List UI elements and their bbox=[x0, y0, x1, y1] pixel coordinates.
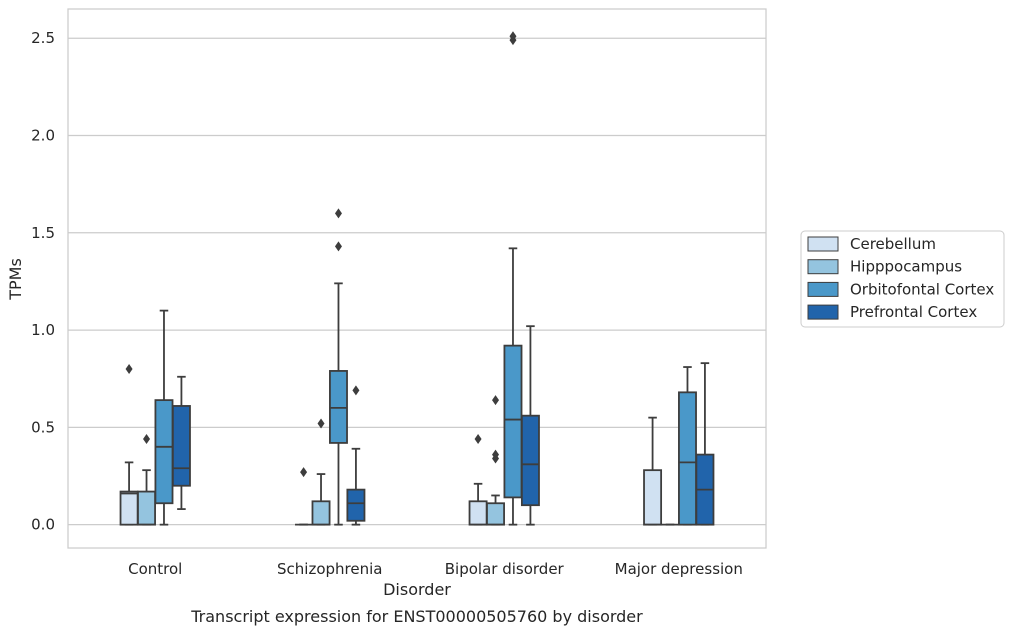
box-2-2 bbox=[503, 31, 523, 526]
outlier-point bbox=[492, 395, 500, 406]
legend-swatch bbox=[807, 236, 839, 252]
box-3-0 bbox=[171, 375, 191, 510]
box-iqr bbox=[171, 405, 191, 487]
box-iqr bbox=[520, 414, 540, 507]
y-tick-label: 2.0 bbox=[31, 126, 55, 144]
y-axis-title: TPMs bbox=[6, 258, 25, 301]
y-tick-label: 1.5 bbox=[31, 224, 55, 242]
outlier-point bbox=[334, 241, 342, 252]
box-iqr bbox=[329, 370, 348, 444]
outlier-point bbox=[352, 385, 360, 396]
outlier-point bbox=[317, 418, 325, 429]
x-tick-label: Major depression bbox=[615, 560, 743, 578]
box-0-3 bbox=[643, 416, 663, 526]
legend-frame bbox=[800, 230, 1005, 328]
box-iqr bbox=[154, 399, 174, 505]
box-iqr bbox=[468, 500, 488, 526]
x-axis-title: Disorder bbox=[383, 580, 451, 599]
box-iqr bbox=[346, 488, 366, 522]
box-iqr bbox=[486, 502, 505, 526]
outlier-point bbox=[492, 449, 500, 460]
y-tick-label: 1.0 bbox=[31, 321, 55, 339]
chart-caption: Transcript expression for ENST0000050576… bbox=[190, 607, 643, 626]
box-iqr bbox=[678, 391, 697, 526]
box-3-3 bbox=[695, 362, 715, 526]
y-tick-label: 2.5 bbox=[31, 29, 55, 47]
box-iqr bbox=[119, 490, 139, 526]
y-tick-labels: 0.0 0.5 1.0 1.5 2.0 2.5 bbox=[31, 29, 55, 533]
legend-label: Hipppocampus bbox=[850, 258, 962, 276]
box-3-2 bbox=[520, 325, 540, 526]
outlier-point bbox=[300, 467, 308, 478]
legend-label: Prefrontal Cortex bbox=[850, 303, 977, 321]
box-1-0 bbox=[137, 434, 156, 526]
x-tick-label: Bipolar disorder bbox=[445, 560, 565, 578]
legend-swatch bbox=[807, 281, 839, 297]
legend-label: Cerebellum bbox=[850, 235, 936, 253]
box-3-1 bbox=[346, 385, 366, 526]
y-tick-label: 0.5 bbox=[31, 418, 55, 436]
legend-label: Orbitofontal Cortex bbox=[850, 280, 994, 298]
box-iqr bbox=[311, 500, 331, 526]
box-iqr bbox=[643, 469, 663, 526]
box-1-2 bbox=[486, 395, 505, 526]
y-tick-label: 0.0 bbox=[31, 516, 55, 534]
boxes bbox=[119, 31, 715, 526]
legend-swatch bbox=[807, 304, 839, 320]
box-0-1 bbox=[295, 467, 313, 526]
box-iqr bbox=[137, 490, 156, 526]
box-2-1 bbox=[329, 208, 348, 526]
outlier-point bbox=[125, 363, 133, 374]
box-2-0 bbox=[154, 309, 174, 526]
x-tick-labels: Control Schizophrenia Bipolar disorder Majo… bbox=[128, 560, 743, 578]
box-2-3 bbox=[678, 366, 697, 526]
box-1-1 bbox=[311, 418, 331, 526]
legend: Cerebellum Hipppocampus Orbitofontal Corte… bbox=[800, 230, 1005, 328]
x-tick-label: Control bbox=[128, 560, 182, 578]
outlier-point bbox=[474, 434, 482, 445]
box-0-2 bbox=[468, 434, 488, 526]
box-iqr bbox=[503, 344, 523, 499]
outlier-point bbox=[334, 208, 342, 219]
outlier-point bbox=[509, 31, 517, 42]
outlier-point bbox=[143, 434, 151, 445]
legend-swatch bbox=[807, 259, 839, 275]
box-0-0 bbox=[119, 363, 139, 526]
x-tick-label: Schizophrenia bbox=[277, 560, 382, 578]
plot-area-frame bbox=[67, 8, 767, 549]
